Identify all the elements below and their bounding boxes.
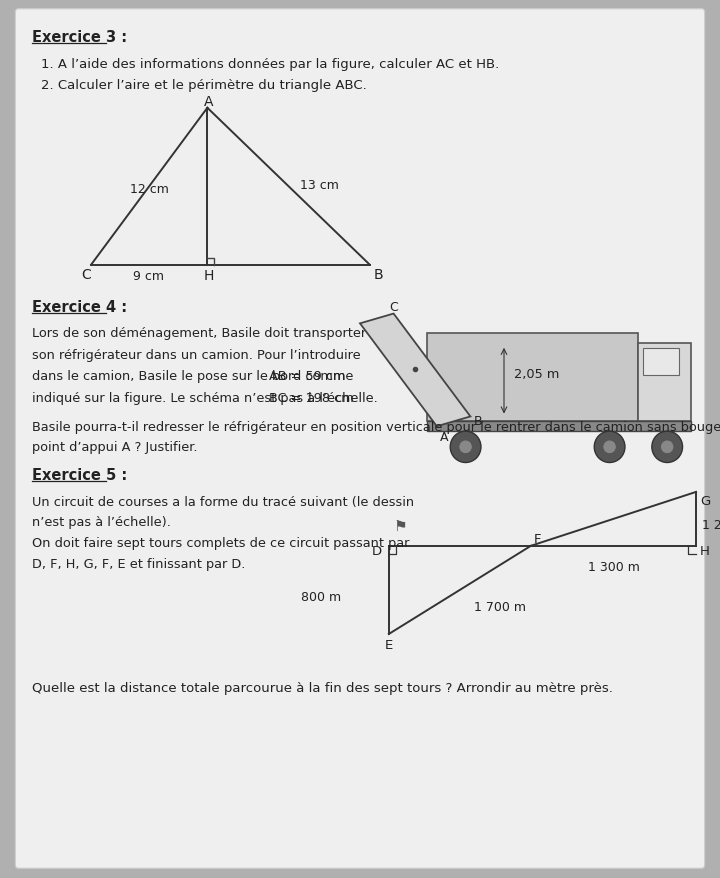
Text: Exercice 3 :: Exercice 3 : xyxy=(32,31,127,46)
Text: H: H xyxy=(700,544,710,558)
Text: Basile pourra-t-il redresser le réfrigérateur en position verticale pour le rent: Basile pourra-t-il redresser le réfrigér… xyxy=(32,421,720,434)
Circle shape xyxy=(594,432,625,463)
Text: Exercice 4 :: Exercice 4 : xyxy=(32,299,127,314)
Polygon shape xyxy=(360,314,470,427)
Bar xyxy=(639,343,691,421)
Text: 1. A l’aide des informations données par la figure, calculer AC et HB.: 1. A l’aide des informations données par… xyxy=(41,58,500,71)
Text: point d’appui A ? Justifier.: point d’appui A ? Justifier. xyxy=(32,441,197,453)
Text: 12 cm: 12 cm xyxy=(130,183,169,196)
Text: F: F xyxy=(534,532,541,545)
Text: A: A xyxy=(204,95,213,109)
Bar xyxy=(427,421,691,432)
Text: indiqué sur la figure. Le schéma n’est pas à l’échelle.: indiqué sur la figure. Le schéma n’est p… xyxy=(32,392,377,405)
Text: C: C xyxy=(389,300,397,313)
Circle shape xyxy=(603,441,616,454)
Text: ⚑: ⚑ xyxy=(394,519,408,534)
Text: 2. Calculer l’aire et le périmètre du triangle ABC.: 2. Calculer l’aire et le périmètre du tr… xyxy=(41,79,367,92)
Text: G: G xyxy=(700,494,710,507)
Text: 1 200 m: 1 200 m xyxy=(702,519,720,532)
Circle shape xyxy=(459,441,472,454)
Text: On doit faire sept tours complets de ce circuit passant par: On doit faire sept tours complets de ce … xyxy=(32,536,409,550)
Text: 800 m: 800 m xyxy=(301,590,341,603)
Text: dans le camion, Basile le pose sur le bord comme: dans le camion, Basile le pose sur le bo… xyxy=(32,370,353,383)
Text: H: H xyxy=(204,270,214,283)
Text: C: C xyxy=(81,268,91,282)
Text: 13 cm: 13 cm xyxy=(300,179,338,192)
Circle shape xyxy=(450,432,481,463)
Text: B: B xyxy=(473,415,482,428)
Text: B: B xyxy=(374,268,383,282)
Text: D, F, H, G, F, E et finissant par D.: D, F, H, G, F, E et finissant par D. xyxy=(32,557,245,570)
Text: AB = 59 cm: AB = 59 cm xyxy=(269,370,346,383)
Text: 1 300 m: 1 300 m xyxy=(588,560,639,572)
Text: Exercice 5 :: Exercice 5 : xyxy=(32,468,127,483)
Text: Quelle est la distance totale parcourue à la fin des sept tours ? Arrondir au mè: Quelle est la distance totale parcourue … xyxy=(32,681,613,694)
Text: Lors de son déménagement, Basile doit transporter: Lors de son déménagement, Basile doit tr… xyxy=(32,327,366,340)
Bar xyxy=(427,334,639,421)
Circle shape xyxy=(652,432,683,463)
Text: A: A xyxy=(440,431,448,443)
Text: Un circuit de courses a la forme du tracé suivant (le dessin: Un circuit de courses a la forme du trac… xyxy=(32,495,414,508)
Text: E: E xyxy=(385,638,393,651)
Text: 2,05 m: 2,05 m xyxy=(513,368,559,381)
Text: 9 cm: 9 cm xyxy=(133,270,164,283)
Circle shape xyxy=(660,441,674,454)
Text: son réfrigérateur dans un camion. Pour l’introduire: son réfrigérateur dans un camion. Pour l… xyxy=(32,349,360,362)
Text: BC = 198 cm: BC = 198 cm xyxy=(269,392,354,405)
Bar xyxy=(643,349,679,376)
Text: 1 700 m: 1 700 m xyxy=(474,600,526,613)
Text: n’est pas à l’échelle).: n’est pas à l’échelle). xyxy=(32,516,171,529)
FancyBboxPatch shape xyxy=(15,10,705,868)
Text: D: D xyxy=(372,544,382,558)
